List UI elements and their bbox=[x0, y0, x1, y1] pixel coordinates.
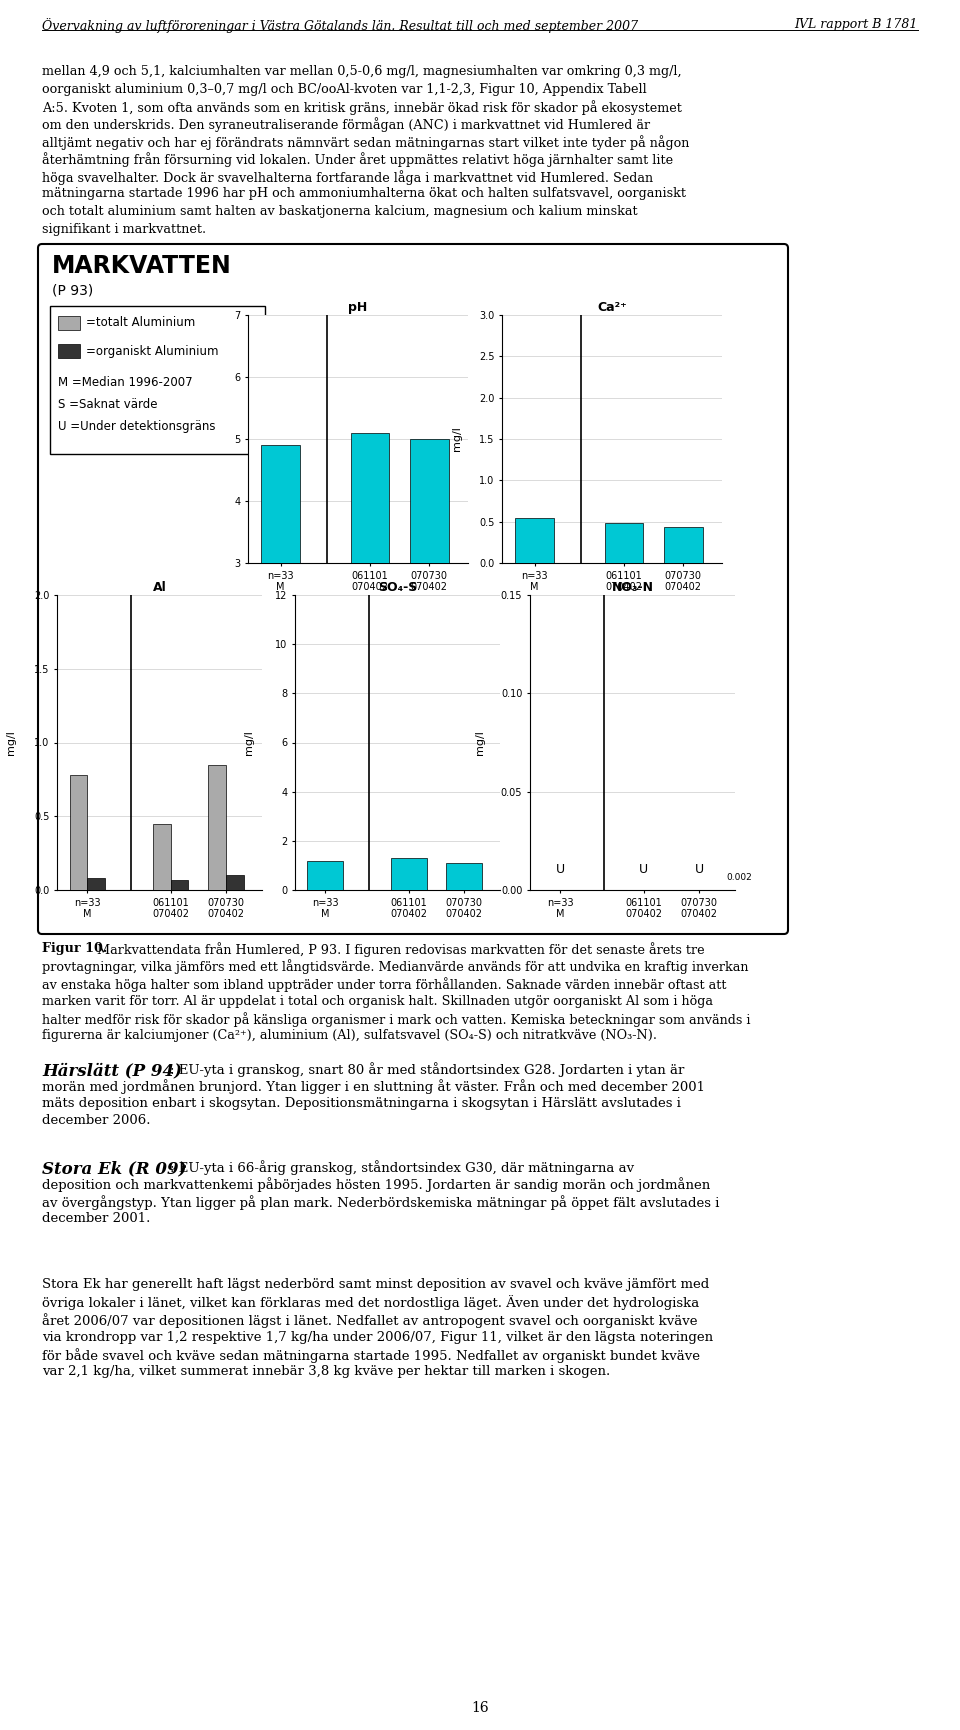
Text: mäts deposition enbart i skogsytan. Depositionsmätningarna i skogsytan i Härslät: mäts deposition enbart i skogsytan. Depo… bbox=[42, 1097, 681, 1111]
Text: U: U bbox=[556, 863, 565, 875]
Text: alltjämt negativ och har ej förändrats nämnvärt sedan mätningarnas start vilket : alltjämt negativ och har ej förändrats n… bbox=[42, 135, 689, 151]
Bar bbox=[226, 875, 244, 889]
Text: halter medför risk för skador på känsliga organismer i mark och vatten. Kemiska : halter medför risk för skador på känslig… bbox=[42, 1012, 751, 1028]
Y-axis label: mg/l: mg/l bbox=[6, 730, 16, 754]
Text: figurerna är kalciumjoner (Ca²⁺), aluminium (Al), sulfatsvavel (SO₄-S) och nitra: figurerna är kalciumjoner (Ca²⁺), alumin… bbox=[42, 1029, 657, 1043]
Text: IVL rapport B 1781: IVL rapport B 1781 bbox=[795, 17, 918, 31]
Text: höga svavelhalter. Dock är svavelhalterna fortfarande låga i markvattnet vid Hum: höga svavelhalter. Dock är svavelhaltern… bbox=[42, 170, 653, 185]
Text: om den underskrids. Den syraneutraliserande förmågan (ANC) i markvattnet vid Hum: om den underskrids. Den syraneutralisera… bbox=[42, 118, 650, 133]
Text: U: U bbox=[639, 863, 648, 875]
Bar bbox=[171, 879, 188, 889]
Text: U: U bbox=[694, 863, 704, 875]
Text: december 2001.: december 2001. bbox=[42, 1213, 151, 1225]
Bar bbox=[153, 823, 171, 889]
Y-axis label: mg/l: mg/l bbox=[475, 730, 485, 754]
Bar bbox=[516, 517, 554, 562]
Text: M =Median 1996-2007: M =Median 1996-2007 bbox=[58, 375, 193, 389]
Text: : EU-yta i 66-årig granskog, ståndortsindex G30, där mätningarna av: : EU-yta i 66-årig granskog, ståndortsin… bbox=[170, 1161, 635, 1175]
Text: =organiskt Aluminium: =organiskt Aluminium bbox=[86, 344, 219, 358]
Text: S =Saknat värde: S =Saknat värde bbox=[58, 398, 157, 412]
Text: Markvattendata från Humlered, P 93. I figuren redovisas markvatten för det senas: Markvattendata från Humlered, P 93. I fi… bbox=[97, 943, 705, 957]
Text: =totalt Aluminium: =totalt Aluminium bbox=[86, 317, 195, 329]
Text: (P 93): (P 93) bbox=[52, 284, 93, 298]
Text: av enstaka höga halter som ibland uppträder under torra förhållanden. Saknade vä: av enstaka höga halter som ibland uppträ… bbox=[42, 977, 727, 991]
Text: mätningarna startade 1996 har pH och ammoniumhalterna ökat och halten sulfatsvav: mätningarna startade 1996 har pH och amm… bbox=[42, 187, 686, 201]
Text: deposition och markvattenkemi påbörjades hösten 1995. Jordarten är sandig morän : deposition och markvattenkemi påbörjades… bbox=[42, 1178, 710, 1192]
Title: Ca²⁺: Ca²⁺ bbox=[597, 301, 627, 313]
Text: återhämtning från försurning vid lokalen. Under året uppmättes relativt höga jär: återhämtning från försurning vid lokalen… bbox=[42, 152, 673, 168]
Text: av övergångstyp. Ytan ligger på plan mark. Nederbördskemiska mätningar på öppet : av övergångstyp. Ytan ligger på plan mar… bbox=[42, 1195, 719, 1209]
Text: mellan 4,9 och 5,1, kalciumhalten var mellan 0,5-0,6 mg/l, magnesiumhalten var o: mellan 4,9 och 5,1, kalciumhalten var me… bbox=[42, 66, 682, 78]
Text: signifikant i markvattnet.: signifikant i markvattnet. bbox=[42, 223, 206, 235]
Text: Stora Ek (R 09): Stora Ek (R 09) bbox=[42, 1161, 186, 1176]
Text: 16: 16 bbox=[471, 1701, 489, 1714]
Text: december 2006.: december 2006. bbox=[42, 1114, 151, 1128]
Y-axis label: mg/l: mg/l bbox=[452, 427, 463, 452]
Text: året 2006/07 var depositionen lägst i länet. Nedfallet av antropogent svavel och: året 2006/07 var depositionen lägst i lä… bbox=[42, 1313, 698, 1329]
Text: provtagningar, vilka jämförs med ett långtidsvärde. Medianvärde används för att : provtagningar, vilka jämförs med ett lån… bbox=[42, 960, 749, 974]
Bar bbox=[261, 445, 300, 749]
Title: SO₄-S: SO₄-S bbox=[378, 581, 418, 593]
FancyBboxPatch shape bbox=[38, 244, 788, 934]
Text: marken varit för torr. Al är uppdelat i total och organisk halt. Skillnaden utgö: marken varit för torr. Al är uppdelat i … bbox=[42, 995, 713, 1007]
Bar bbox=[391, 858, 426, 889]
Bar bbox=[307, 860, 344, 889]
Text: via krondropp var 1,2 respektive 1,7 kg/ha under 2006/07, Figur 11, vilket är de: via krondropp var 1,2 respektive 1,7 kg/… bbox=[42, 1330, 713, 1344]
Text: Stora Ek har generellt haft lägst nederbörd samt minst deposition av svavel och : Stora Ek har generellt haft lägst nederb… bbox=[42, 1278, 709, 1291]
Bar bbox=[605, 522, 643, 562]
Bar bbox=[87, 879, 106, 889]
Text: var 2,1 kg/ha, vilket summerat innebär 3,8 kg kväve per hektar till marken i sko: var 2,1 kg/ha, vilket summerat innebär 3… bbox=[42, 1365, 611, 1379]
FancyBboxPatch shape bbox=[50, 306, 265, 453]
Text: övriga lokaler i länet, vilket kan förklaras med det nordostliga läget. Även und: övriga lokaler i länet, vilket kan förkl… bbox=[42, 1296, 699, 1311]
Text: 0.002: 0.002 bbox=[727, 874, 753, 882]
Text: Härslätt (P 94): Härslätt (P 94) bbox=[42, 1062, 182, 1080]
Text: U =Under detektionsgräns: U =Under detektionsgräns bbox=[58, 420, 215, 432]
Text: A:5. Kvoten 1, som ofta används som en kritisk gräns, innebär ökad risk för skad: A:5. Kvoten 1, som ofta används som en k… bbox=[42, 100, 682, 114]
Bar bbox=[350, 432, 389, 749]
Text: MARKVATTEN: MARKVATTEN bbox=[52, 254, 231, 279]
Text: Övervakning av luftföroreningar i Västra Götalands län. Resultat till och med se: Övervakning av luftföroreningar i Västra… bbox=[42, 17, 638, 33]
Y-axis label: mg/l: mg/l bbox=[244, 730, 254, 754]
Title: NO₃-N: NO₃-N bbox=[612, 581, 654, 593]
Bar bbox=[446, 863, 482, 889]
Text: oorganiskt aluminium 0,3–0,7 mg/l och BC/ooAl-kvoten var 1,1-2,3, Figur 10, Appe: oorganiskt aluminium 0,3–0,7 mg/l och BC… bbox=[42, 83, 647, 95]
Text: : EU-yta i granskog, snart 80 år med ståndortsindex G28. Jordarten i ytan är: : EU-yta i granskog, snart 80 år med stå… bbox=[170, 1062, 684, 1076]
Bar bbox=[58, 344, 80, 358]
Bar bbox=[410, 439, 448, 749]
Title: pH: pH bbox=[348, 301, 368, 313]
Bar bbox=[58, 317, 80, 330]
Text: morän med jordmånen brunjord. Ytan ligger i en sluttning åt väster. Från och med: morän med jordmånen brunjord. Ytan ligge… bbox=[42, 1080, 705, 1095]
Text: och totalt aluminium samt halten av baskatjonerna kalcium, magnesium och kalium : och totalt aluminium samt halten av bask… bbox=[42, 204, 637, 218]
Title: Al: Al bbox=[153, 581, 166, 593]
Bar bbox=[70, 775, 87, 889]
Bar bbox=[664, 526, 703, 562]
Text: för både svavel och kväve sedan mätningarna startade 1995. Nedfallet av organisk: för både svavel och kväve sedan mätninga… bbox=[42, 1348, 700, 1363]
Text: Figur 10.: Figur 10. bbox=[42, 943, 108, 955]
Bar bbox=[208, 765, 226, 889]
